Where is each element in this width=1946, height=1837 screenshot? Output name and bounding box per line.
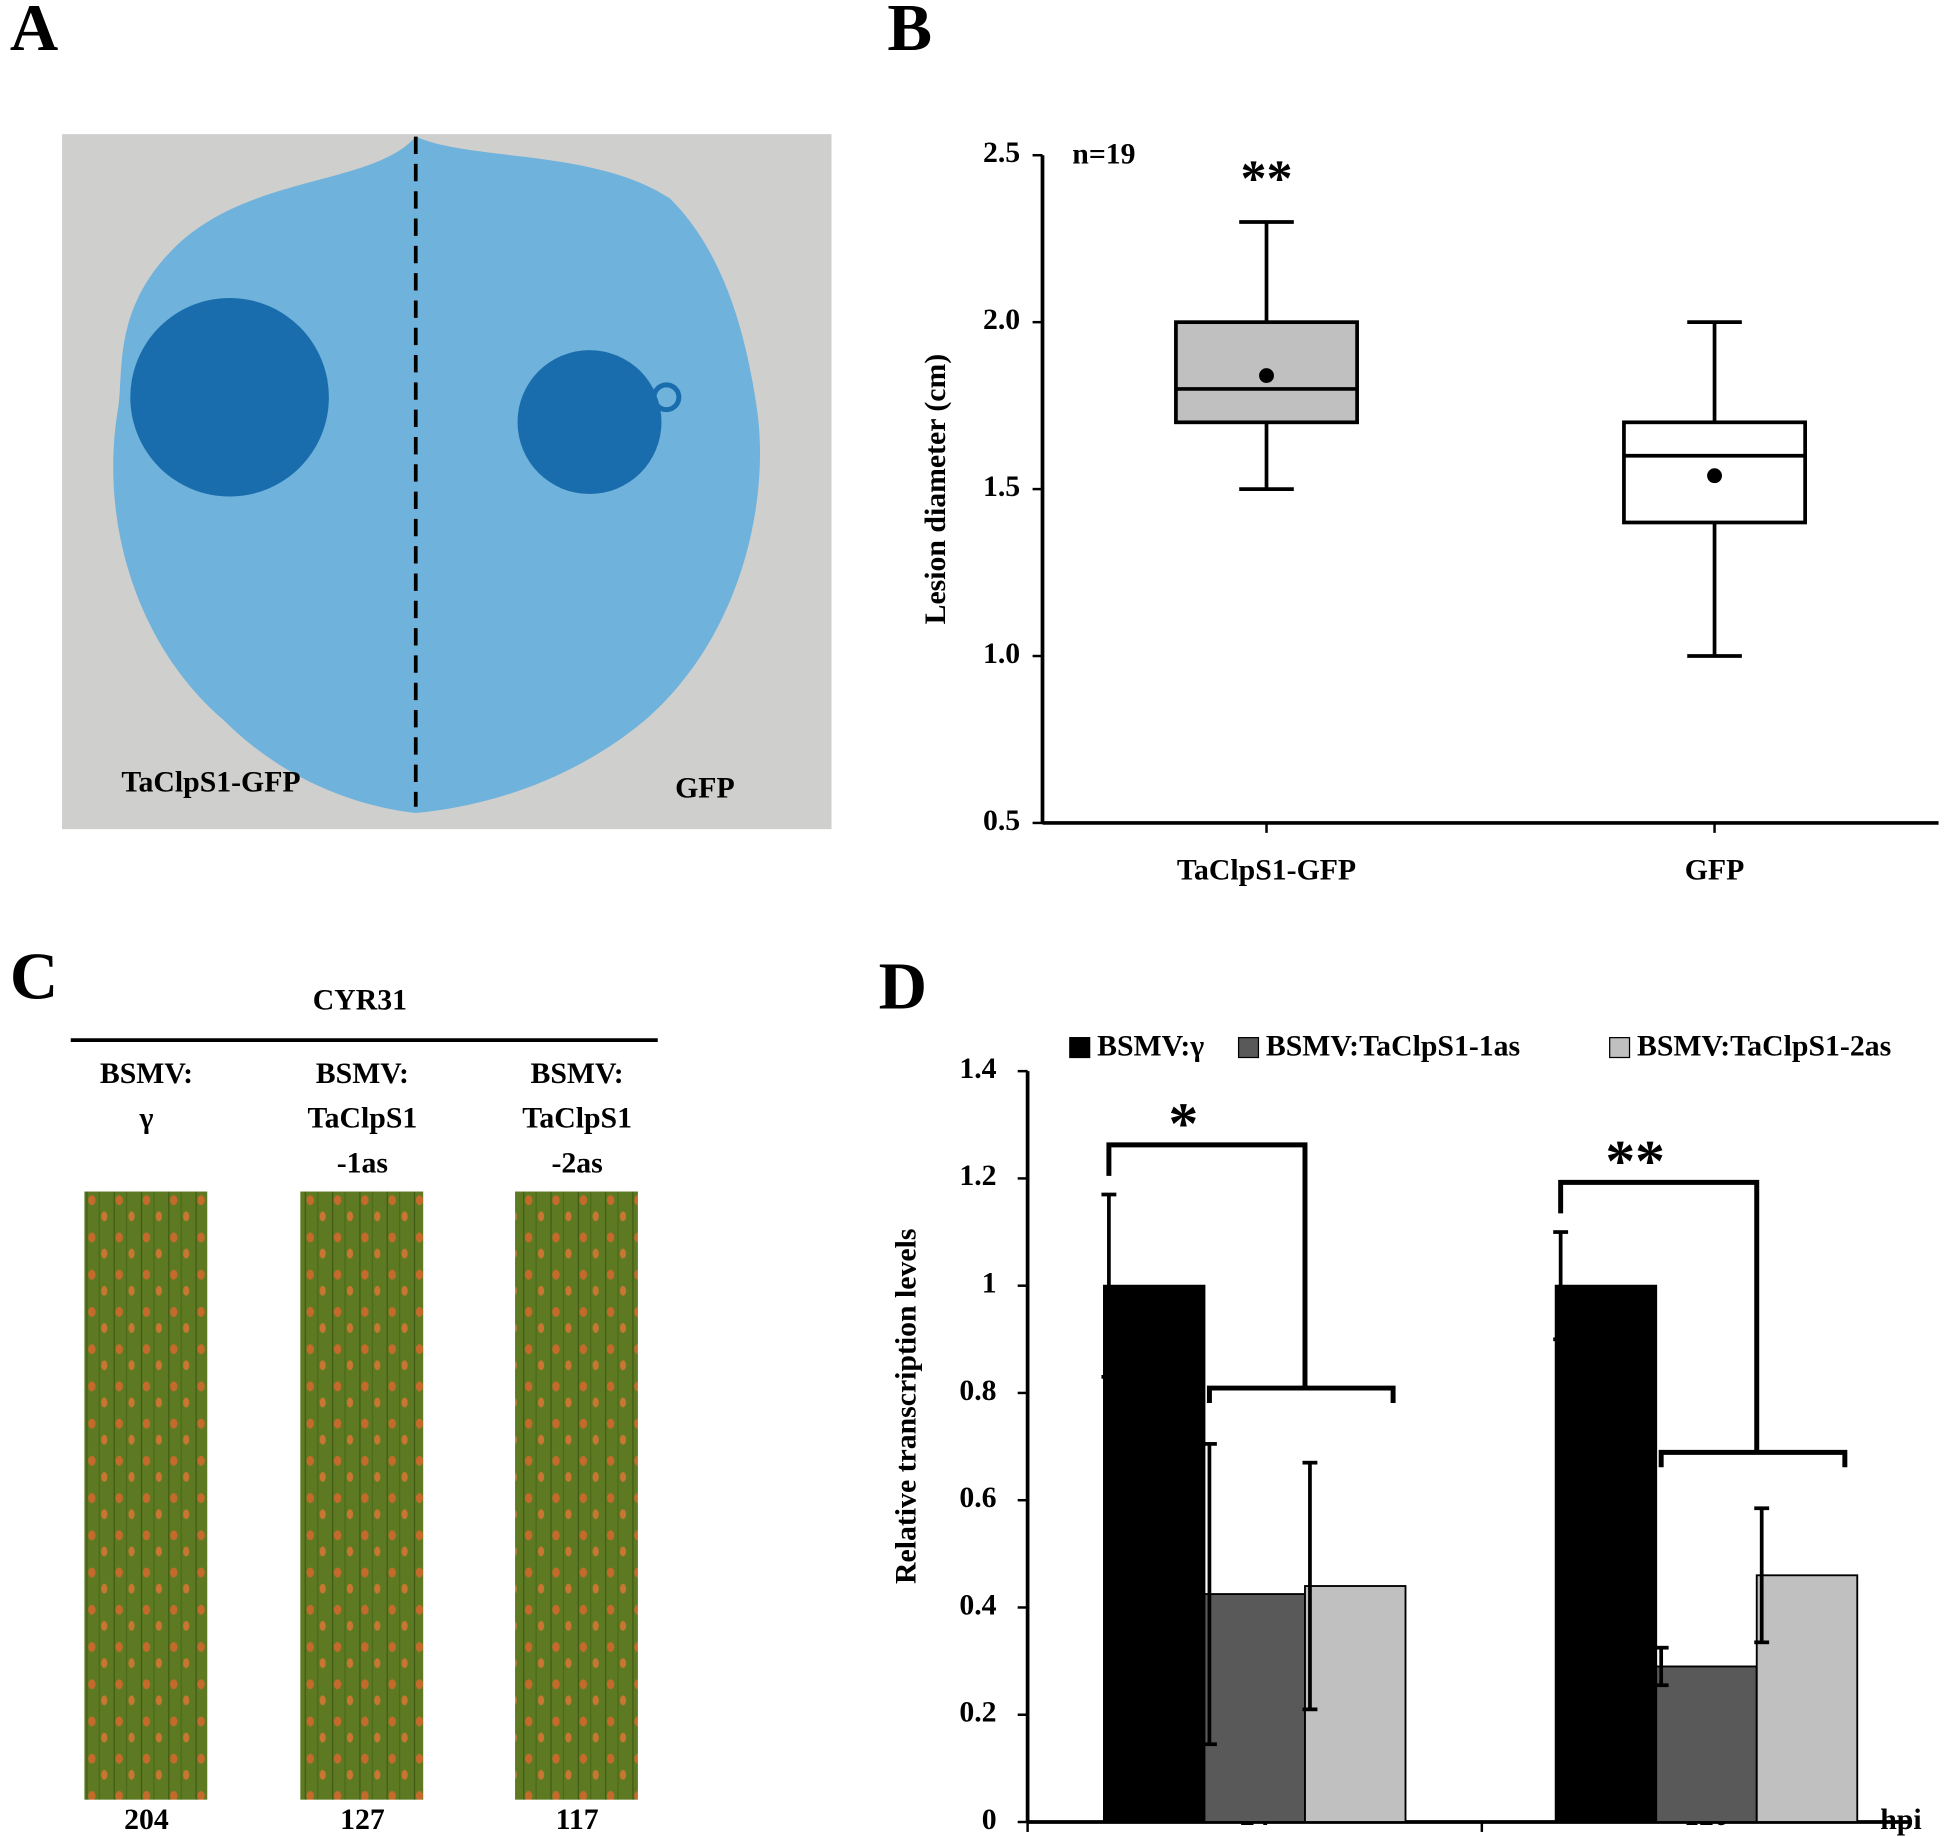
legend-swatch [1237, 1037, 1260, 1059]
y-tick-label: 0.4 [959, 1588, 996, 1621]
mean [1259, 368, 1274, 384]
significance-bracket [1558, 1179, 1760, 1453]
column-label: -1as [337, 1146, 388, 1179]
significance-bracket [1206, 1385, 1396, 1403]
column-label: BSMV: [316, 1057, 409, 1090]
rust-photos: CYR31 BSMV: γ 204 BSMV: TaClpS1 -1as 127 BSMV: T… [70, 984, 658, 1836]
leaf-strip [84, 1191, 208, 1800]
y-tick-label: 2.5 [983, 136, 1020, 169]
bar [1203, 1593, 1306, 1823]
y-tick-label: 0 [982, 1803, 997, 1836]
annotation: ** [1605, 1128, 1665, 1194]
y-tick-label: 1.5 [983, 470, 1020, 503]
lesion-count: 117 [556, 1803, 599, 1836]
column-label: γ [138, 1102, 153, 1135]
leaf-photo: TaClpS1-GFP GFP [62, 134, 832, 830]
leaf-strip [300, 1191, 424, 1800]
bar [1655, 1665, 1758, 1823]
significance-bracket [1106, 1142, 1308, 1389]
x-tick-label: TaClpS1-GFP [1177, 853, 1356, 886]
annotation: n=19 [1072, 137, 1135, 170]
y-tick-label: 1.4 [959, 1052, 996, 1085]
x-tick-label: GFP [1685, 853, 1745, 886]
panel-label: A [10, 0, 58, 65]
legend-swatch [1609, 1037, 1631, 1059]
y-tick-label: 0.5 [983, 804, 1020, 837]
y-tick-label: 0.8 [959, 1374, 996, 1407]
column-label: BSMV: [100, 1057, 193, 1090]
y-tick-label: 0.6 [959, 1481, 996, 1514]
leaf-label: TaClpS1-GFP [121, 765, 300, 798]
legend-label: BSMV:TaClpS1-2as [1637, 1030, 1891, 1063]
mean [1707, 468, 1722, 484]
y-tick-label: 1.2 [959, 1159, 996, 1192]
panel-label: B [887, 0, 932, 65]
legend-swatch [1069, 1037, 1091, 1059]
bar [1304, 1585, 1407, 1823]
bar [1103, 1284, 1206, 1823]
annotation: ** [1240, 151, 1292, 208]
panel-label: D [879, 949, 927, 1023]
lesion-count: 204 [124, 1803, 169, 1836]
column-label: -2as [551, 1146, 602, 1179]
legend-label: BSMV:TaClpS1-1as [1266, 1030, 1520, 1063]
bar [1755, 1574, 1859, 1823]
bar [1554, 1284, 1658, 1823]
rust-title: CYR31 [313, 984, 407, 1017]
y-tick-label: 1 [982, 1267, 997, 1300]
y-axis-label: Relative transcription levels [889, 1229, 922, 1584]
y-tick-label: 0.2 [959, 1696, 996, 1729]
column-label: BSMV: [531, 1057, 624, 1090]
annotation: * [1168, 1091, 1198, 1157]
significance-bracket [1658, 1449, 1848, 1468]
y-tick-label: 2.0 [983, 303, 1020, 336]
legend-label: BSMV:γ [1097, 1030, 1204, 1063]
lesion-count: 127 [340, 1803, 385, 1836]
x-axis-label: hpi [1880, 1803, 1921, 1836]
column-label: TaClpS1 [308, 1102, 418, 1135]
leaf-label: GFP [675, 771, 735, 804]
panel-label: C [10, 939, 58, 1013]
y-axis-label: Lesion diameter (cm) [919, 354, 952, 625]
leaf-strip [515, 1191, 638, 1800]
column-label: TaClpS1 [522, 1102, 632, 1135]
y-tick-label: 1.0 [983, 637, 1020, 670]
